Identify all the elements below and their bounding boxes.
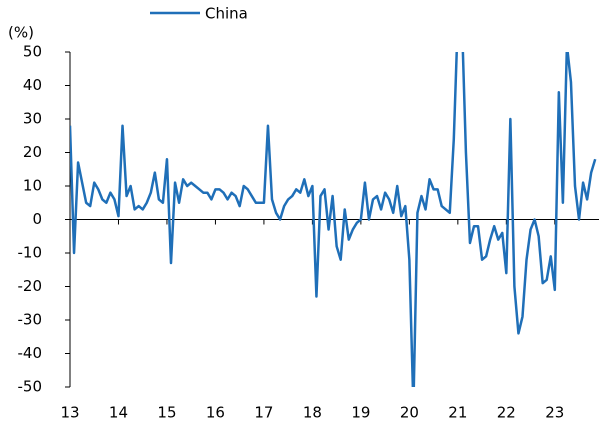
y-axis-label: (%): [8, 24, 34, 42]
y-tick-label: -30: [18, 311, 43, 329]
x-tick-label: 18: [303, 404, 322, 422]
y-tick-label: -50: [18, 378, 43, 396]
y-tick-label: -40: [18, 344, 43, 362]
x-tick-label: 23: [545, 404, 564, 422]
y-tick-label: 40: [23, 76, 42, 94]
series-line: [70, 52, 597, 387]
y-tick-label: 0: [32, 210, 42, 228]
y-tick-label: 10: [23, 177, 42, 195]
x-tick-label: 16: [206, 404, 225, 422]
x-tick-label: 15: [157, 404, 176, 422]
x-tick-label: 17: [254, 404, 273, 422]
x-tick-label: 20: [400, 404, 419, 422]
x-tick-label: 22: [497, 404, 516, 422]
x-tick-label: 13: [60, 404, 79, 422]
x-tick-label: 14: [109, 404, 128, 422]
y-tick-label: 20: [23, 143, 42, 161]
y-tick-label: 30: [23, 110, 42, 128]
x-tick-label: 19: [351, 404, 370, 422]
y-tick-label: -10: [18, 244, 43, 262]
y-tick-label: 50: [23, 43, 42, 61]
y-tick-label: -20: [18, 277, 43, 295]
x-tick-label: 21: [448, 404, 467, 422]
legend-label: China: [205, 5, 248, 23]
